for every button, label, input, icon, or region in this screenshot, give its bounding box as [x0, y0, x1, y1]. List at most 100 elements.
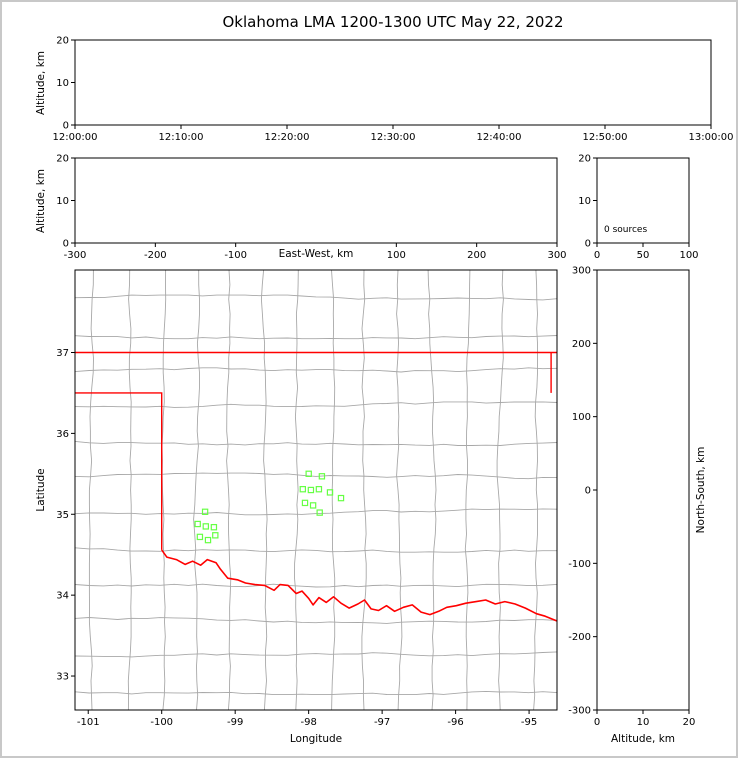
- county-line: [294, 270, 299, 710]
- county-line: [75, 583, 557, 588]
- x-tick-label: 12:20:00: [265, 132, 310, 143]
- lma-station-marker: [337, 494, 345, 502]
- panel-east-west-height: -300 -200 -100 100 200 300 0 10 20: [56, 154, 566, 262]
- y-tick-label: 35: [56, 510, 69, 521]
- lma-station-marker: [316, 509, 323, 516]
- map-layers: [75, 270, 557, 710]
- plot-frame: [596, 269, 690, 711]
- x-tick-label: 10: [637, 717, 650, 728]
- x-tick-label: 300: [547, 250, 566, 261]
- y-tick-label: 300: [572, 266, 591, 277]
- y-tick-label: 20: [56, 36, 69, 47]
- county-line: [464, 270, 471, 710]
- county-line: [75, 651, 557, 658]
- lma-station-marker: [201, 508, 209, 516]
- y-tick-label: 20: [578, 154, 591, 165]
- x-tick-label: 13:00:00: [689, 132, 734, 143]
- y-tick-label: 36: [56, 429, 69, 440]
- county-line: [75, 335, 557, 340]
- county-line: [88, 270, 94, 710]
- county-line: [226, 270, 232, 710]
- time-height-ylabel: Altitude, km: [35, 51, 47, 115]
- x-tick-label: -95: [521, 717, 537, 728]
- x-tick-label: -98: [300, 717, 316, 728]
- lma-station-marker: [307, 486, 315, 494]
- lma-station-marker: [212, 532, 219, 539]
- x-tick-label: 100: [679, 250, 698, 261]
- ew-height-xlabel: East-West, km: [279, 248, 354, 260]
- ns-height-ylabel: North-South, km: [695, 447, 707, 534]
- x-tick-label: 50: [637, 250, 650, 261]
- state-border-line: [75, 392, 163, 550]
- panel-source-histogram: 0 50 100 0 10 20: [578, 154, 698, 262]
- x-tick-label: 12:40:00: [477, 132, 522, 143]
- x-tick-label: -300: [64, 250, 87, 261]
- county-line: [75, 440, 557, 446]
- y-tick-label: 0: [63, 121, 69, 132]
- x-tick-label: -97: [374, 717, 390, 728]
- lma-station-marker: [196, 533, 204, 541]
- y-tick-label: -300: [568, 706, 591, 717]
- source-count-annotation: 0 sources: [604, 225, 647, 235]
- map-xlabel: Longitude: [290, 733, 342, 745]
- county-line: [361, 270, 367, 710]
- y-tick-label: 200: [572, 339, 591, 350]
- x-tick-label: 12:50:00: [583, 132, 628, 143]
- lma-station-marker: [204, 536, 212, 544]
- plot-frame: [596, 157, 690, 244]
- y-tick-label: -100: [568, 559, 591, 570]
- county-line: [496, 270, 504, 710]
- map-ylabel: Latitude: [35, 468, 47, 511]
- ns-height-xlabel: Altitude, km: [611, 733, 675, 745]
- county-line: [161, 270, 167, 710]
- county-line: [260, 270, 268, 710]
- county-line: [75, 690, 557, 696]
- lma-station-marker: [318, 473, 326, 480]
- county-line: [193, 270, 200, 710]
- x-tick-label: 12:00:00: [53, 132, 98, 143]
- y-tick-label: 37: [56, 348, 69, 359]
- county-line: [75, 367, 557, 373]
- y-tick-label: 0: [585, 486, 591, 497]
- x-tick-label: 0: [594, 250, 600, 261]
- county-line: [396, 270, 403, 710]
- county-line: [75, 508, 557, 516]
- plot-frame: [74, 39, 712, 126]
- y-tick-label: 0: [63, 239, 69, 250]
- y-tick-label: -200: [568, 632, 591, 643]
- county-line: [427, 270, 437, 710]
- county-line: [75, 401, 557, 408]
- lma-station-marker: [299, 486, 307, 493]
- lma-station-marker: [301, 499, 309, 507]
- x-tick-label: -101: [77, 717, 100, 728]
- x-tick-label: 200: [467, 250, 486, 261]
- county-line: [127, 270, 132, 710]
- plot-frame: [74, 157, 558, 244]
- lma-station-marker: [326, 489, 334, 496]
- x-tick-label: 100: [387, 250, 406, 261]
- y-tick-label: 33: [56, 672, 69, 683]
- x-tick-label: -99: [227, 717, 243, 728]
- x-tick-label: 12:30:00: [371, 132, 416, 143]
- y-tick-label: 20: [56, 154, 69, 165]
- chart-title: Oklahoma LMA 1200-1300 UTC May 22, 2022: [222, 13, 563, 31]
- x-tick-label: -96: [447, 717, 463, 728]
- plot-frame: [74, 269, 558, 711]
- lma-station-marker: [202, 523, 209, 530]
- x-tick-label: 12:10:00: [159, 132, 204, 143]
- x-tick-label: -100: [224, 250, 247, 261]
- lma-station-marker: [210, 523, 218, 531]
- y-tick-label: 10: [56, 78, 69, 89]
- x-tick-label: -100: [150, 717, 173, 728]
- red-river-border: [161, 549, 557, 622]
- lma-station-marker: [194, 520, 201, 528]
- panel-plan-view-map: -101 -100 -99 -98 -97 -96 -95 33 34 35 36 37: [56, 269, 558, 728]
- y-tick-label: 0: [585, 239, 591, 250]
- panel-time-height: 12:00:00 12:10:00 12:20:00 12:30:00 12:40:00…: [53, 36, 734, 144]
- y-tick-label: 34: [56, 591, 69, 602]
- y-tick-label: 10: [578, 196, 591, 207]
- y-tick-label: 10: [56, 196, 69, 207]
